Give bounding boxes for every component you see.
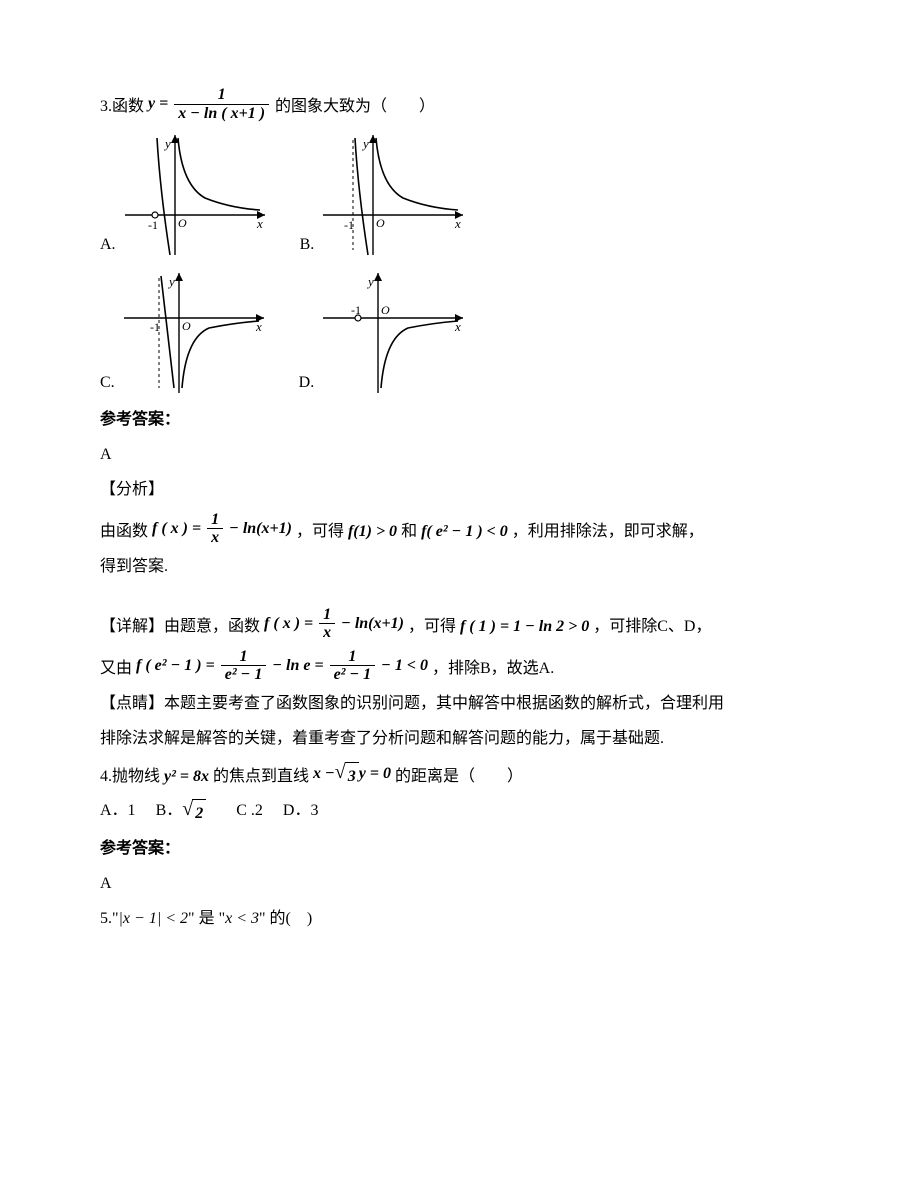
y-label: y: [361, 136, 369, 151]
x-label: x: [256, 216, 263, 231]
q5-f1: |x − 1| < 2: [119, 905, 189, 934]
formula-f1: f(1) > 0: [348, 518, 397, 547]
q4-f1: y² = 8x: [164, 763, 209, 792]
q3-option-B: B. y x O -1: [300, 130, 469, 260]
formula-fx: f ( x ) = 1 x − ln(x+1): [152, 511, 292, 547]
graph-C: y x O -1: [119, 268, 269, 398]
formula-fe-expand: f ( e² − 1 ) = 1 e² − 1 − ln e = 1 e² − …: [136, 648, 428, 684]
origin-label: O: [376, 216, 385, 230]
q3-answer-label: 参考答案：: [100, 406, 820, 435]
y-arrow-icon: [175, 273, 183, 281]
q4-f2: x −√3y = 0: [313, 760, 391, 792]
fraction: 1 x: [207, 511, 223, 547]
graph-D: y x O -1: [318, 268, 468, 398]
q3-analysis-line2: 得到答案.: [100, 553, 820, 582]
q4-answer: A: [100, 870, 820, 899]
sqrt-icon: √3: [335, 762, 359, 792]
curve-right: [182, 321, 259, 388]
y-arrow-icon: [374, 273, 382, 281]
q3-option-A: A. y x O -1: [100, 130, 270, 260]
q3-graph-row-1: A. y x O -1 B. y x O -1: [100, 130, 820, 260]
origin-label: O: [178, 216, 187, 230]
q5-stem: 5. " |x − 1| < 2 " 是 " x < 3 " 的( ): [100, 905, 820, 934]
q4-answer-label: 参考答案：: [100, 835, 820, 864]
origin-label: O: [182, 319, 191, 333]
curve-left: [157, 138, 170, 255]
q3-dianjing-line2: 排除法求解是解答的关键，着重考查了分析问题和解答问题的能力，属于基础题.: [100, 725, 820, 754]
q3-analysis-line1: 由函数 f ( x ) = 1 x − ln(x+1) ，可得 f(1) > 0…: [100, 511, 820, 547]
q3-pre: 函数: [112, 93, 144, 122]
q4-stem: 4. 抛物线 y² = 8x 的焦点到直线 x −√3y = 0 的距离是（ ）: [100, 760, 820, 792]
q3-graph-row-2: C. y x O -1 D. y x O -1: [100, 268, 820, 398]
q3-analysis-label: 【分析】: [100, 476, 820, 505]
graph-A: y x O -1: [120, 130, 270, 260]
q3-detail-line2: 又由 f ( e² − 1 ) = 1 e² − 1 − ln e = 1 e²…: [100, 648, 820, 684]
x-label: x: [454, 216, 461, 231]
curve-left: [161, 276, 174, 388]
q3-detail-line1: 【详解】 由题意，函数 f ( x ) = 1 x − ln(x+1) ，可得 …: [100, 606, 820, 642]
q5-f2: x < 3: [225, 905, 259, 934]
curve-right: [376, 138, 458, 210]
sqrt-icon: √2: [182, 799, 206, 829]
formula-fx2: f ( x ) = 1 x − ln(x+1): [264, 606, 404, 642]
curve-left: [355, 138, 368, 255]
q3-dianjing-line1: 【点睛】本题主要考查了函数图象的识别问题，其中解答中根据函数的解析式，合理利用: [100, 690, 820, 719]
y-label: y: [163, 136, 171, 151]
y-label: y: [167, 274, 175, 289]
fraction: 1 x: [319, 606, 335, 642]
fraction: 1 e² − 1: [221, 648, 267, 684]
y-label: y: [366, 274, 374, 289]
q3-post: 的图象大致为（ ）: [275, 93, 435, 122]
q3-option-D: D. y x O -1: [299, 268, 469, 398]
graph-B: y x O -1: [318, 130, 468, 260]
fraction: 1 e² − 1: [330, 648, 376, 684]
q3-answer: A: [100, 441, 820, 470]
curve-right: [178, 138, 260, 210]
curve-right: [381, 321, 458, 388]
spacer: [100, 588, 820, 600]
q3-option-C: C. y x O -1: [100, 268, 269, 398]
q3-formula: y = 1 x − ln ( x+1 ): [148, 86, 271, 122]
minus-one-label: -1: [150, 320, 160, 334]
minus-one-label: -1: [351, 303, 361, 317]
q4-options: A．1 B． √2 C .2 D．3: [100, 797, 820, 829]
formula-fe: f( e² − 1 ) < 0: [421, 518, 508, 547]
minus-one-label: -1: [148, 218, 158, 232]
origin-label: O: [381, 303, 390, 317]
minus-one-label: -1: [344, 218, 354, 232]
q3-stem: 3. 函数 y = 1 x − ln ( x+1 ) 的图象大致为（ ）: [100, 86, 820, 122]
fraction: 1 x − ln ( x+1 ): [174, 86, 269, 122]
formula-f1-val: f ( 1 ) = 1 − ln 2 > 0: [460, 613, 589, 642]
q3-number: 3.: [100, 93, 112, 122]
